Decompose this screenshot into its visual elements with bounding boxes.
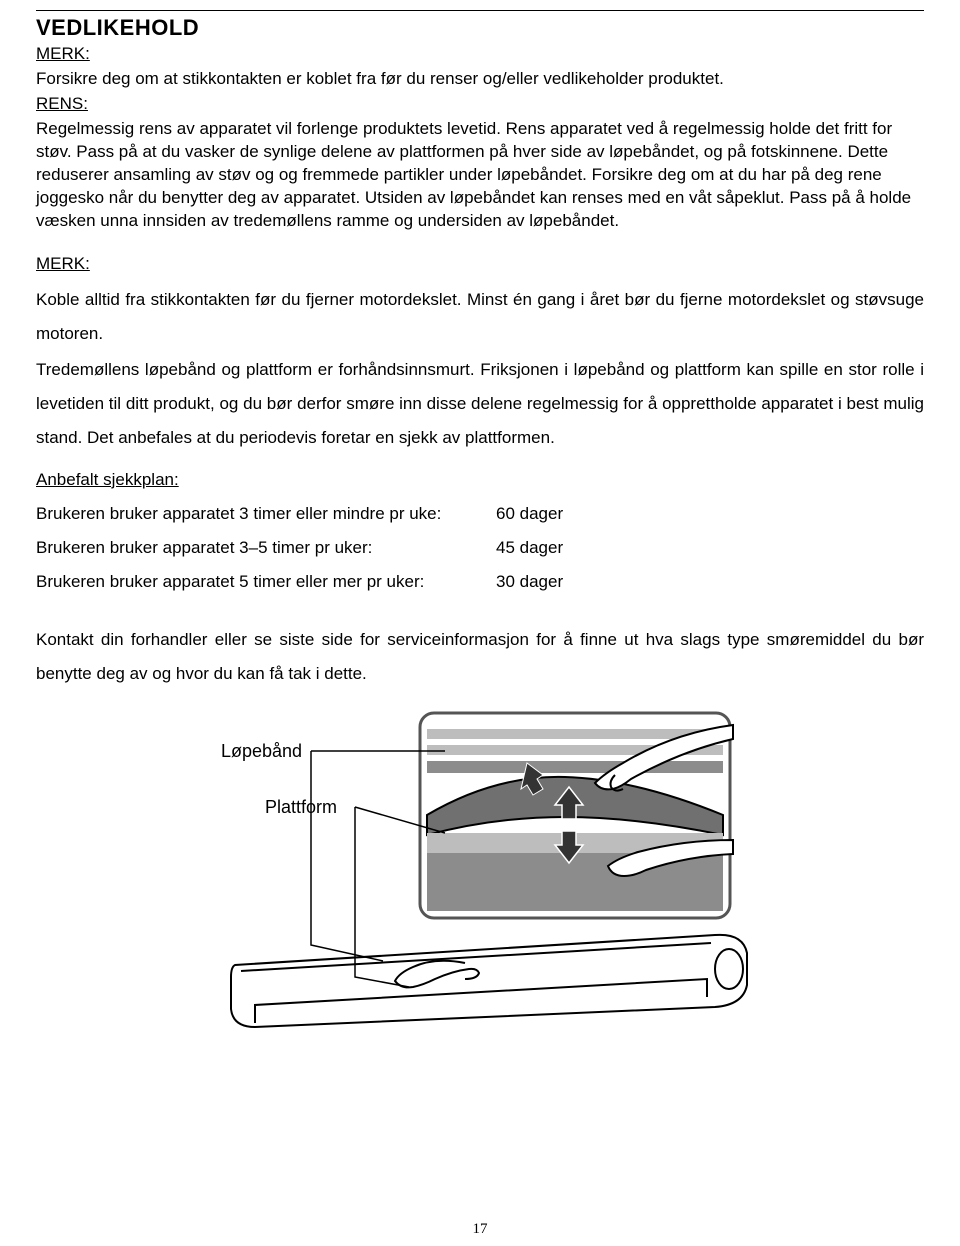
schedule-desc: Brukeren bruker apparatet 3–5 timer pr u… bbox=[36, 531, 496, 565]
schedule-desc: Brukeren bruker apparatet 5 timer eller … bbox=[36, 565, 496, 599]
merk-text-1: Forsikre deg om at stikkontakten er kobl… bbox=[36, 68, 924, 91]
schedule-label: Anbefalt sjekkplan: bbox=[36, 469, 924, 492]
schedule-val: 45 dager bbox=[496, 531, 696, 565]
merk-label-2: MERK: bbox=[36, 247, 924, 281]
merk-label-1: MERK: bbox=[36, 43, 924, 66]
schedule-row: Brukeren bruker apparatet 3–5 timer pr u… bbox=[36, 531, 924, 565]
maintenance-diagram: Løpebånd Plattform bbox=[195, 705, 765, 1040]
schedule-val: 30 dager bbox=[496, 565, 696, 599]
schedule-row: Brukeren bruker apparatet 5 timer eller … bbox=[36, 565, 924, 599]
merk2-p2: Tredemøllens løpebånd og plattform er fo… bbox=[36, 353, 924, 455]
merk2-p1: Koble alltid fra stikkontakten før du fj… bbox=[36, 283, 924, 351]
page-title: VEDLIKEHOLD bbox=[36, 15, 924, 41]
contact-text: Kontakt din forhandler eller se siste si… bbox=[36, 623, 924, 691]
rens-label: RENS: bbox=[36, 93, 924, 116]
rens-text: Regelmessig rens av apparatet vil forlen… bbox=[36, 118, 924, 233]
schedule-desc: Brukeren bruker apparatet 3 timer eller … bbox=[36, 497, 496, 531]
page-number: 17 bbox=[0, 1221, 960, 1238]
schedule-val: 60 dager bbox=[496, 497, 696, 531]
schedule-row: Brukeren bruker apparatet 3 timer eller … bbox=[36, 497, 924, 531]
belt-callout-label: Løpebånd bbox=[221, 741, 302, 762]
platform-callout-label: Plattform bbox=[265, 797, 337, 818]
